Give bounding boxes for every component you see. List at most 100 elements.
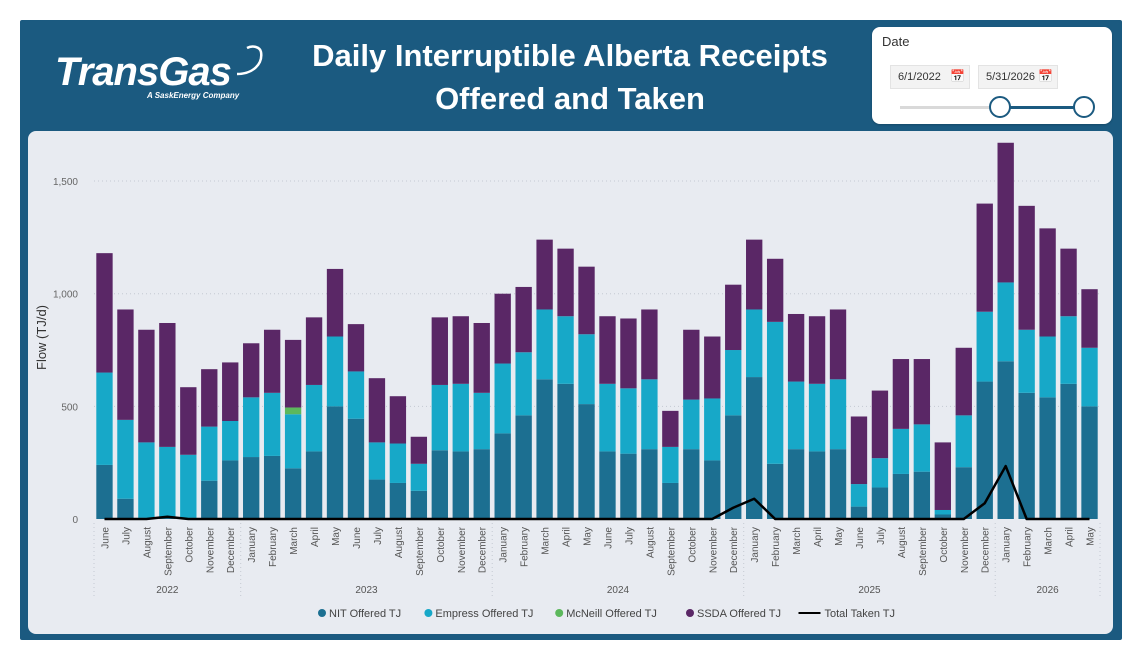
- bar-segment: [892, 473, 910, 519]
- x-tick-label: November: [205, 526, 216, 573]
- bar-segment: [473, 449, 490, 519]
- bar-segment: [913, 424, 931, 472]
- slider-start-handle[interactable]: [989, 96, 1011, 118]
- bar-segment: [201, 426, 218, 481]
- x-tick-label: May: [834, 527, 845, 546]
- bar-segment: [766, 463, 784, 519]
- bar-segment: [704, 460, 721, 519]
- bar-segment: [368, 378, 386, 443]
- bar-segment: [725, 284, 742, 351]
- bar-segment: [1060, 383, 1077, 519]
- bar-segment: [997, 361, 1014, 519]
- title-line-2: Offered and Taken: [435, 81, 705, 116]
- x-tick-label: August: [394, 527, 405, 558]
- x-tick-label: August: [645, 527, 656, 558]
- x-tick-label: September: [666, 526, 677, 576]
- x-tick-label: July: [876, 527, 887, 545]
- bar-segment: [704, 398, 721, 461]
- bar-segment: [452, 451, 469, 519]
- bar-segment: [725, 350, 742, 416]
- legend-marker: [555, 609, 564, 617]
- bar-segment: [536, 309, 553, 380]
- calendar-icon[interactable]: 📅: [950, 69, 965, 83]
- bar-segment: [787, 381, 805, 450]
- bar-segment: [1018, 329, 1035, 393]
- bar-segment: [976, 311, 993, 382]
- x-tick-label: July: [121, 527, 132, 545]
- bar-segment: [1060, 248, 1077, 317]
- y-tick-label: 1,000: [53, 290, 78, 301]
- bar-segment: [494, 363, 511, 434]
- bar-segment: [1081, 289, 1098, 348]
- x-tick-label: February: [771, 527, 782, 567]
- x-tick-label: January: [1002, 527, 1013, 563]
- bar-segment: [829, 309, 847, 380]
- x-tick-label: April: [1065, 527, 1076, 547]
- bar-segment: [159, 322, 176, 447]
- bar-segment: [431, 317, 448, 385]
- bar-segment: [347, 418, 365, 519]
- start-date-input[interactable]: 6/1/2022 📅: [890, 65, 970, 89]
- x-tick-label: October: [939, 526, 950, 562]
- bar-segment: [263, 392, 281, 456]
- x-tick-label: September: [918, 526, 929, 576]
- bar-segment: [117, 309, 134, 420]
- taken-line: [104, 464, 1090, 521]
- bar-segment: [620, 318, 637, 389]
- bar-segment: [368, 442, 386, 480]
- bar-segment: [641, 379, 658, 450]
- bar-segment: [766, 321, 784, 464]
- bar-segment: [662, 482, 679, 519]
- bar-segment: [222, 460, 239, 519]
- bar-segment: [578, 266, 595, 335]
- x-tick-label: December: [729, 526, 740, 573]
- x-tick-label: March: [541, 527, 552, 555]
- bar-segment: [222, 420, 239, 461]
- legend-marker: [318, 609, 326, 617]
- bar-segment: [1039, 336, 1056, 398]
- bar-segment: [934, 514, 951, 519]
- x-tick-label: May: [331, 527, 342, 546]
- x-tick-label: July: [624, 527, 635, 545]
- bar-segment: [326, 268, 344, 337]
- bar-segment: [641, 309, 658, 380]
- bar-segment: [452, 383, 469, 452]
- bar-segment: [389, 443, 407, 483]
- bar-segment: [243, 457, 260, 519]
- bar-segment: [515, 286, 532, 353]
- bar-segment: [536, 379, 553, 519]
- bar-segment: [746, 239, 763, 310]
- bar-segment: [787, 449, 805, 519]
- bar-segment: [159, 517, 176, 519]
- x-tick-label: December: [981, 526, 992, 573]
- bar-segment: [683, 399, 700, 450]
- x-tick-label: October: [687, 526, 698, 562]
- year-label: 2025: [858, 585, 881, 596]
- legend-marker: [686, 609, 694, 617]
- bar-segment: [829, 379, 847, 450]
- bar-segment: [1081, 347, 1098, 407]
- bar-segment: [326, 336, 344, 407]
- calendar-icon[interactable]: 📅: [1038, 69, 1053, 83]
- bar-segment: [746, 309, 763, 378]
- bar-segment: [955, 347, 972, 416]
- bar-segment: [515, 415, 532, 519]
- bar-segment: [850, 484, 868, 507]
- x-tick-label: January: [247, 527, 258, 563]
- bar-segment: [808, 383, 826, 452]
- bar-segment: [96, 372, 113, 465]
- x-tick-label: April: [562, 527, 573, 547]
- slider-end-handle[interactable]: [1073, 96, 1095, 118]
- bar-segment: [829, 449, 847, 519]
- y-tick-label: 0: [72, 515, 78, 526]
- bar-segment: [180, 454, 197, 518]
- bar-segment: [808, 451, 826, 519]
- x-tick-label: August: [897, 527, 908, 558]
- date-slicer: Date 6/1/2022 📅 5/31/2026 📅: [872, 27, 1112, 124]
- bar-segment: [263, 455, 281, 519]
- bar-segment: [683, 329, 700, 400]
- end-date-input[interactable]: 5/31/2026 📅: [978, 65, 1058, 89]
- bar-segment: [557, 316, 574, 384]
- bar-segment: [494, 433, 511, 519]
- x-tick-label: November: [457, 526, 468, 573]
